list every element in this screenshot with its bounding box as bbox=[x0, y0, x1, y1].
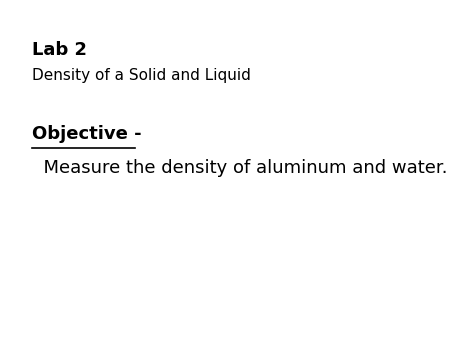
Text: Lab 2: Lab 2 bbox=[32, 41, 87, 58]
Text: Objective -: Objective - bbox=[32, 125, 141, 143]
Text: Density of a Solid and Liquid: Density of a Solid and Liquid bbox=[32, 68, 251, 82]
Text: Measure the density of aluminum and water.: Measure the density of aluminum and wate… bbox=[32, 159, 447, 177]
